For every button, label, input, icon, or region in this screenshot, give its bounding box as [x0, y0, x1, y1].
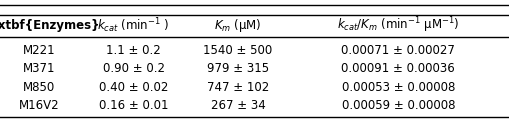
- Text: 0.00091 ± 0.00036: 0.00091 ± 0.00036: [342, 62, 455, 75]
- Text: 267 ± 34: 267 ± 34: [211, 99, 265, 112]
- Text: 0.00053 ± 0.00008: 0.00053 ± 0.00008: [342, 81, 455, 94]
- Text: 747 ± 102: 747 ± 102: [207, 81, 269, 94]
- Text: M221: M221: [23, 44, 56, 57]
- Text: M371: M371: [23, 62, 55, 75]
- Text: 1540 ± 500: 1540 ± 500: [203, 44, 273, 57]
- Text: $k_{cat}$ (min$^{-1}$ ): $k_{cat}$ (min$^{-1}$ ): [97, 16, 170, 35]
- Text: 0.90 ± 0.2: 0.90 ± 0.2: [103, 62, 164, 75]
- Text: \textbf{Enzymes}: \textbf{Enzymes}: [0, 19, 99, 32]
- Text: 0.00059 ± 0.00008: 0.00059 ± 0.00008: [342, 99, 455, 112]
- Text: 0.40 ± 0.02: 0.40 ± 0.02: [99, 81, 168, 94]
- Text: M850: M850: [23, 81, 55, 94]
- Text: M16V2: M16V2: [19, 99, 60, 112]
- Text: 979 ± 315: 979 ± 315: [207, 62, 269, 75]
- Text: $K_{m}$ (μM): $K_{m}$ (μM): [214, 17, 262, 34]
- Text: 1.1 ± 0.2: 1.1 ± 0.2: [106, 44, 161, 57]
- Text: 0.16 ± 0.01: 0.16 ± 0.01: [99, 99, 168, 112]
- Text: 0.00071 ± 0.00027: 0.00071 ± 0.00027: [342, 44, 455, 57]
- Text: $k_{cat}$/$K_{m}$ (min$^{-1}$ μM$^{-1}$): $k_{cat}$/$K_{m}$ (min$^{-1}$ μM$^{-1}$): [337, 16, 460, 35]
